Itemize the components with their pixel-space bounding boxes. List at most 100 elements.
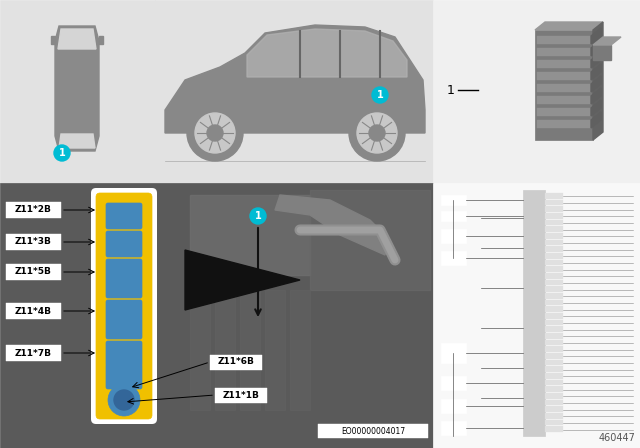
Bar [545,293,563,299]
Bar [537,108,591,116]
Bar [318,424,428,438]
Text: 1: 1 [376,90,383,100]
Bar [537,36,591,44]
Bar [545,246,563,252]
FancyBboxPatch shape [106,341,142,366]
Polygon shape [165,25,425,133]
Text: Z11*6B: Z11*6B [218,358,255,366]
Polygon shape [591,40,601,56]
Bar [0,0,155,183]
Bar [545,207,563,212]
Bar [310,190,430,290]
Bar [545,340,563,345]
FancyBboxPatch shape [106,231,142,257]
Polygon shape [593,37,621,45]
Bar [6,202,61,218]
Bar [441,421,466,435]
Polygon shape [591,64,601,80]
Bar [240,290,260,410]
Bar [537,84,591,92]
Bar [545,333,563,339]
Bar [545,379,563,385]
FancyBboxPatch shape [106,300,142,339]
Bar [545,213,563,219]
Bar [545,326,563,332]
Bar [535,30,593,140]
Polygon shape [591,88,601,104]
FancyBboxPatch shape [106,203,142,229]
Circle shape [369,125,385,141]
Bar [545,266,563,272]
Bar [545,233,563,239]
Text: Z11*2B: Z11*2B [15,206,51,215]
Bar [545,373,563,379]
Circle shape [207,125,223,141]
Bar [210,355,262,370]
Bar [537,72,591,80]
Polygon shape [247,29,407,77]
Circle shape [195,113,235,153]
Bar [545,413,563,419]
Bar [190,290,210,410]
Bar [6,234,61,250]
Polygon shape [591,112,601,128]
Text: Z11*7B: Z11*7B [15,349,51,358]
Bar [0,183,433,448]
Bar [545,220,563,225]
Bar [441,229,466,243]
Bar [537,120,591,128]
Bar [545,400,563,405]
Bar [545,366,563,372]
Polygon shape [59,134,95,148]
Polygon shape [593,45,611,60]
Circle shape [114,390,134,410]
Bar [265,290,285,410]
Bar [441,376,466,390]
Bar [545,193,563,198]
Bar [215,388,267,403]
Bar [99,36,103,44]
Polygon shape [55,26,99,151]
Bar [523,190,545,436]
Bar [545,406,563,412]
Text: 1: 1 [255,211,261,221]
Bar [545,240,563,246]
Bar [545,200,563,205]
Bar [215,290,235,410]
FancyBboxPatch shape [106,259,142,298]
FancyBboxPatch shape [91,188,157,424]
Bar [545,306,563,312]
Bar [545,260,563,265]
Polygon shape [591,76,601,92]
Polygon shape [535,22,603,30]
Bar [545,320,563,325]
Bar [545,346,563,352]
Bar [545,386,563,392]
Bar [51,36,55,44]
Polygon shape [58,29,96,49]
FancyBboxPatch shape [96,193,152,419]
Polygon shape [591,100,601,116]
Bar [441,251,466,265]
Circle shape [357,113,397,153]
Bar [6,264,61,280]
Bar [155,0,433,183]
Bar [190,195,310,275]
Bar [441,343,466,363]
Circle shape [250,208,266,224]
Bar [441,211,466,221]
Circle shape [108,384,140,416]
Polygon shape [593,22,603,140]
Bar [545,426,563,432]
Text: Z11*4B: Z11*4B [15,306,51,315]
Bar [545,273,563,279]
Bar [433,0,640,183]
Bar [433,183,640,448]
Bar [441,195,466,205]
Bar [545,393,563,399]
Bar [537,60,591,68]
Bar [290,290,310,410]
Text: 460447: 460447 [598,433,635,443]
Bar [545,253,563,258]
Text: Z11*3B: Z11*3B [15,237,51,246]
